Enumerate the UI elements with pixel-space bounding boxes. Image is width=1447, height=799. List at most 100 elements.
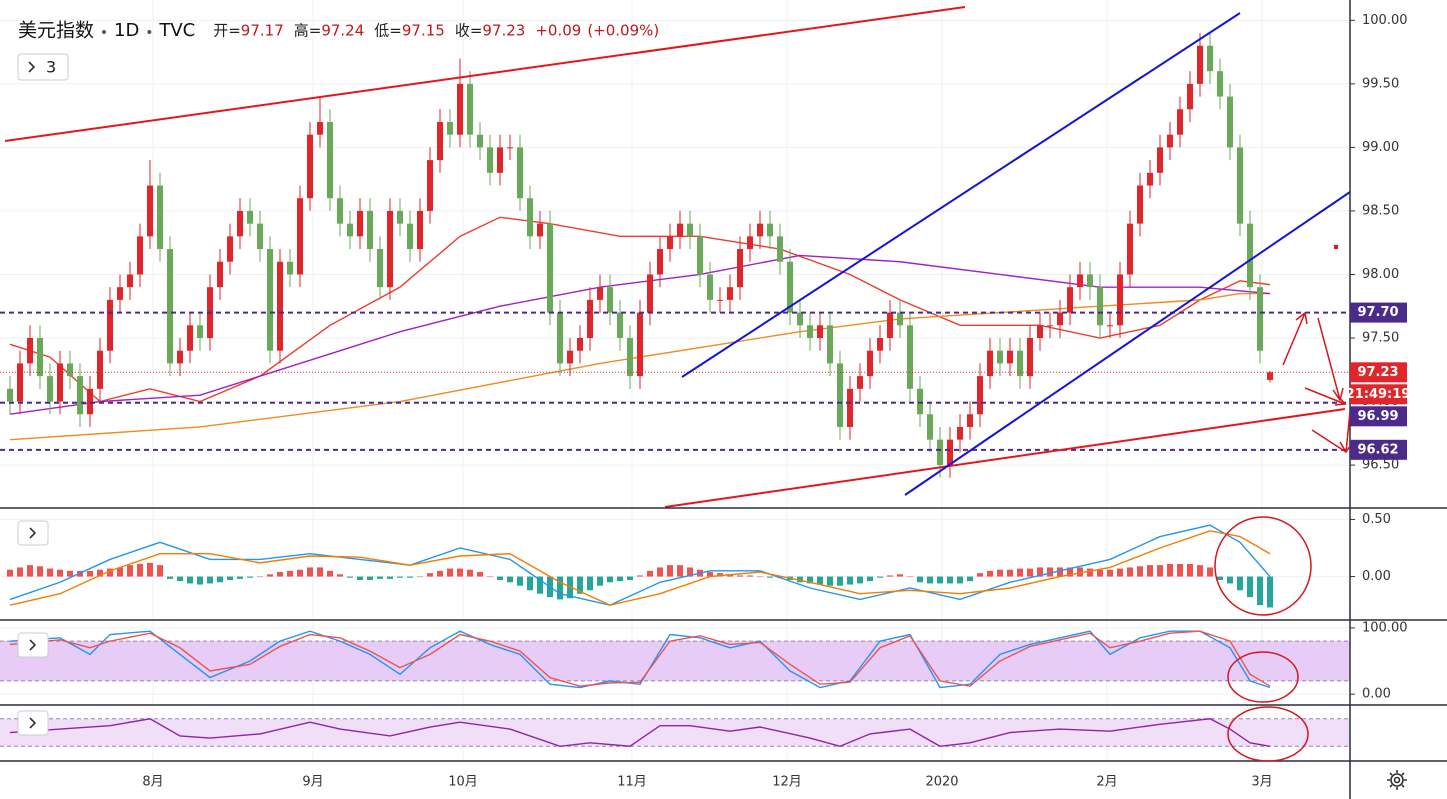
- candle-body: [577, 338, 583, 351]
- settings-icon[interactable]: [1387, 770, 1407, 790]
- candle-body: [307, 134, 313, 199]
- histogram-bar: [577, 576, 583, 594]
- candle-body: [727, 287, 733, 300]
- histogram-bar: [897, 574, 903, 577]
- histogram-bar: [357, 576, 363, 580]
- histogram-bar: [87, 570, 93, 577]
- histogram-bar: [377, 576, 383, 579]
- ohlc-label: 开=: [213, 22, 241, 40]
- candle-body: [467, 83, 473, 135]
- candle-body: [1077, 274, 1083, 288]
- candle-body: [1217, 71, 1223, 97]
- histogram-bar: [1127, 567, 1133, 577]
- histogram-bar: [67, 570, 73, 577]
- histogram-bar: [1047, 567, 1053, 577]
- channel-line: [904, 191, 1351, 496]
- histogram-bar: [1007, 569, 1013, 577]
- candle-body: [1037, 325, 1043, 338]
- histogram-bar: [927, 576, 933, 584]
- histogram-bar: [857, 576, 863, 584]
- price-label-box: [1350, 406, 1407, 427]
- candle-body: [377, 249, 383, 288]
- candle-body: [1177, 109, 1183, 135]
- candle-body: [97, 350, 103, 389]
- candle-body: [407, 223, 413, 250]
- candle-body: [167, 249, 173, 364]
- x-tick-label: 9月: [302, 775, 323, 790]
- candle-body: [317, 121, 323, 135]
- candle-body: [777, 236, 783, 262]
- pane-toggle[interactable]: [17, 632, 49, 658]
- histogram-bar: [827, 576, 833, 586]
- candle-body: [137, 236, 143, 275]
- candle-body: [127, 274, 133, 288]
- histogram-bar: [27, 565, 33, 577]
- y-tick-label: 99.00: [1362, 140, 1399, 155]
- candle-body: [337, 198, 343, 224]
- histogram-bar: [1097, 569, 1103, 577]
- price-label: 96.62: [1357, 442, 1398, 457]
- y-tick-label: 0.50: [1362, 512, 1391, 527]
- candle-body: [927, 414, 933, 440]
- candle-body: [807, 325, 813, 338]
- pane-toggle[interactable]: [17, 710, 49, 736]
- candle-body: [957, 426, 963, 440]
- indicator-count: 3: [46, 58, 56, 77]
- legend-toggle[interactable]: [17, 53, 69, 81]
- histogram-bar: [437, 570, 443, 577]
- histogram-bar: [147, 562, 153, 577]
- candle-body: [57, 363, 63, 402]
- histogram-bar: [587, 576, 593, 591]
- histogram-bar: [767, 576, 773, 578]
- candle-body: [1017, 350, 1023, 377]
- histogram-bar: [1057, 567, 1063, 577]
- candle-body: [1227, 96, 1233, 148]
- y-tick-label: 99.50: [1362, 76, 1399, 91]
- candle-body: [17, 363, 23, 402]
- interval: 1D: [114, 20, 139, 41]
- pane-toggle[interactable]: [17, 520, 49, 546]
- y-tick-label: 0.00: [1362, 569, 1391, 584]
- indicator-line: [9, 630, 1271, 689]
- histogram-bar: [217, 576, 223, 583]
- histogram-bar: [907, 576, 913, 578]
- candle-body: [527, 198, 533, 237]
- ohlc-label: 高=: [294, 22, 322, 40]
- change-pct: (+0.09%): [587, 22, 659, 40]
- x-tick-label: 11月: [617, 775, 647, 790]
- y-tick-label: 98.50: [1362, 203, 1399, 218]
- candle-body: [1167, 134, 1173, 148]
- indicator-line: [9, 630, 1271, 687]
- histogram-bar: [107, 568, 113, 577]
- candle-body: [237, 210, 243, 237]
- histogram-bar: [407, 576, 413, 578]
- candle-body: [827, 325, 833, 364]
- x-tick-label: 10月: [448, 775, 478, 790]
- histogram-bar: [117, 567, 123, 577]
- candle-body: [227, 236, 233, 262]
- candle-body: [517, 147, 523, 199]
- grid: [0, 0, 1350, 760]
- trend-line: [4, 6, 966, 142]
- candle-body: [1237, 147, 1243, 224]
- histogram-bar: [157, 565, 163, 577]
- histogram-bar: [37, 566, 43, 577]
- histogram-bar: [717, 573, 723, 577]
- histogram-bar: [537, 576, 543, 594]
- histogram-bar: [47, 568, 53, 577]
- indicator-line: [9, 718, 1271, 747]
- candle-body: [417, 210, 423, 250]
- y-tick-label: 0.00: [1362, 687, 1391, 702]
- candle-body: [7, 388, 13, 402]
- price-label: 97.23: [1357, 365, 1398, 380]
- source: TVC: [158, 20, 195, 41]
- candle-body: [457, 83, 463, 135]
- price-label: 96.99: [1357, 409, 1398, 424]
- histogram-bar: [1217, 576, 1223, 580]
- candle-body: [647, 274, 653, 313]
- candle-body: [767, 223, 773, 237]
- band: [0, 641, 1350, 681]
- price-label-box: [1350, 439, 1407, 460]
- histogram-bar: [1227, 576, 1233, 584]
